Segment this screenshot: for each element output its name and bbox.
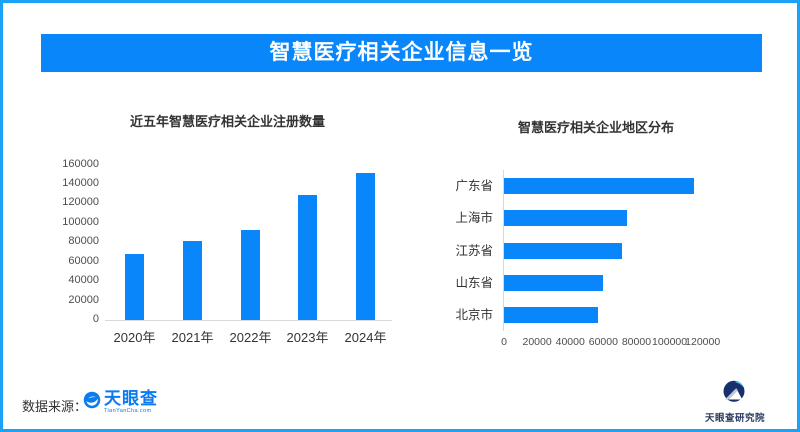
x-axis-category-label: 2020年 xyxy=(113,330,156,345)
y-axis-category-label: 江苏省 xyxy=(455,243,493,258)
tianyancha-institute-logo-icon xyxy=(719,380,749,404)
x-axis-tick-label: 100000 xyxy=(652,336,688,348)
x-axis-tick-label: 80000 xyxy=(621,336,652,348)
bar-2023年 xyxy=(298,194,317,320)
bar-山东省 xyxy=(504,275,604,291)
x-axis-tick-label: 60000 xyxy=(588,336,618,348)
bar-江苏省 xyxy=(504,242,622,259)
bar-2020年 xyxy=(125,253,144,320)
x-axis-tick-label: 40000 xyxy=(555,336,585,348)
tianyancha-institute-logo: 天眼查研究院 xyxy=(705,380,766,424)
tianyancha-logo-text: 天眼查 xyxy=(104,389,158,408)
y-axis-tick-label: 0 xyxy=(92,313,99,325)
y-axis-line xyxy=(503,170,504,331)
bar-2024年 xyxy=(356,173,375,320)
page-title: 智慧医疗相关企业信息一览 xyxy=(41,34,762,72)
bar-广东省 xyxy=(504,178,695,194)
x-axis-line xyxy=(105,320,392,321)
x-axis-category-label: 2022年 xyxy=(229,330,272,345)
x-axis-category-label: 2024年 xyxy=(344,330,387,345)
y-axis-tick-label: 20000 xyxy=(68,293,99,306)
y-axis-tick-label: 140000 xyxy=(62,176,99,189)
bar-2022年 xyxy=(241,229,260,320)
bar-2021年 xyxy=(183,241,202,320)
institute-logo-text: 天眼查研究院 xyxy=(705,413,766,424)
y-axis-tick-label: 120000 xyxy=(62,196,99,209)
y-axis-category-label: 山东省 xyxy=(455,276,493,290)
y-axis-tick-label: 100000 xyxy=(62,215,99,228)
y-axis-tick-label: 160000 xyxy=(62,157,99,170)
y-axis-category-label: 北京市 xyxy=(455,308,493,323)
y-axis-category-label: 广东省 xyxy=(455,179,493,193)
bar-北京市 xyxy=(504,307,599,324)
tianyancha-logo-subtext: TianYanCha.com xyxy=(104,408,152,414)
y-axis-category-label: 上海市 xyxy=(455,211,493,226)
registration-bar-chart: 近五年智慧医疗相关企业注册数量 0 20000 40000 60000 80000 100… xyxy=(55,105,410,365)
right-chart-title: 智慧医疗相关企业地区分布 xyxy=(518,120,675,135)
region-bar-chart: 智慧医疗相关企业地区分布 广东省上海市江苏省山东省北京市 0 20000 40000 6… xyxy=(440,105,775,365)
tianyancha-eye-icon xyxy=(83,391,101,409)
bar-上海市 xyxy=(504,210,627,227)
tianyancha-logo: 天眼查 TianYanCha.com xyxy=(83,390,158,414)
y-axis-tick-label: 80000 xyxy=(68,235,99,248)
x-axis-category-label: 2023年 xyxy=(286,330,329,345)
x-axis-category-label: 2021年 xyxy=(171,330,214,345)
x-axis-tick-label: 0 xyxy=(501,336,507,348)
x-axis-tick-label: 120000 xyxy=(685,336,721,348)
y-axis-tick-label: 60000 xyxy=(68,254,99,267)
y-axis-tick-label: 40000 xyxy=(68,274,99,287)
x-axis-tick-label: 20000 xyxy=(522,336,552,348)
left-chart-title: 近五年智慧医疗相关企业注册数量 xyxy=(130,114,326,129)
data-source-label: 数据来源： xyxy=(22,399,88,414)
